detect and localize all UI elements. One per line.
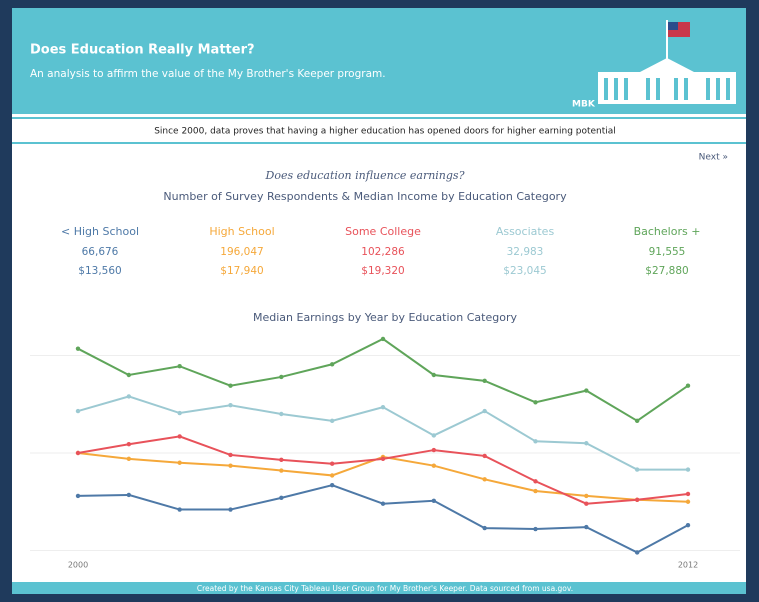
footer-text: Created by the Kansas City Tableau User … [197,584,573,593]
point [431,433,437,438]
legend-label: High School [209,225,274,238]
summary-title: Number of Survey Respondents & Median In… [163,190,567,203]
point [685,522,691,528]
footer [12,582,746,594]
point [431,498,437,503]
point [685,383,691,388]
point [177,434,182,439]
point [584,388,589,393]
point [279,374,284,380]
point [431,447,437,453]
point [228,463,233,468]
point [75,408,81,414]
next-link[interactable]: Next » [699,153,728,163]
point [482,453,487,459]
point [279,468,284,473]
point [126,442,132,447]
point [431,463,437,468]
legend-label: < High School [61,225,139,238]
point [228,383,233,388]
respondents: 32,983 [507,246,544,258]
point [177,507,182,512]
point [584,441,589,446]
point [177,364,182,369]
point [482,525,487,531]
point [228,452,233,458]
point [634,467,640,472]
point [533,488,538,494]
point [177,410,182,416]
point [482,408,487,414]
point [75,493,81,499]
point [685,499,691,504]
x-tick-label: 2012 [678,561,698,570]
point [329,418,335,424]
point [685,491,691,497]
point [329,461,335,466]
point [634,497,640,502]
point [329,362,335,367]
point [279,495,284,501]
point [380,456,386,462]
point [279,457,284,463]
point [228,507,233,512]
point [177,460,182,465]
x-tick-label: 2000 [68,561,88,570]
white-house-icon [598,20,736,104]
logo-text: MBK [572,100,596,110]
respondents: 66,676 [82,246,119,258]
point [126,372,132,378]
point [126,456,132,462]
median-income: $17,940 [220,265,263,277]
point [380,501,386,506]
point [329,482,335,488]
point [228,403,233,408]
point [329,473,335,478]
point [533,400,538,405]
point [380,404,386,410]
point [126,394,132,399]
point [431,372,437,378]
median-income: $13,560 [78,265,121,277]
respondents: 196,047 [220,246,263,258]
point [75,450,81,456]
point [685,467,691,472]
respondents: 91,555 [649,246,686,258]
point [634,418,640,424]
point [584,493,589,499]
legend-label: Associates [496,225,555,238]
point [126,492,132,498]
median-income: $23,045 [503,265,546,277]
point [584,524,589,530]
banner: Since 2000, data proves that having a hi… [154,127,616,137]
point [584,501,589,506]
subtitle: An analysis to affirm the value of the M… [30,68,386,80]
median-income: $27,880 [645,265,688,277]
point [533,526,538,532]
legend-label: Bachelors + [634,225,701,238]
chart-title: Median Earnings by Year by Education Cat… [253,311,517,324]
question: Does education influence earnings? [265,169,465,182]
point [380,336,386,342]
point [482,477,487,482]
point [634,550,640,555]
median-income: $19,320 [361,265,404,277]
legend-label: Some College [345,225,421,238]
point [279,411,284,417]
point [482,378,487,384]
point [75,346,81,351]
title: Does Education Really Matter? [30,43,255,58]
respondents: 102,286 [361,246,405,258]
point [533,439,538,444]
point [533,479,538,484]
